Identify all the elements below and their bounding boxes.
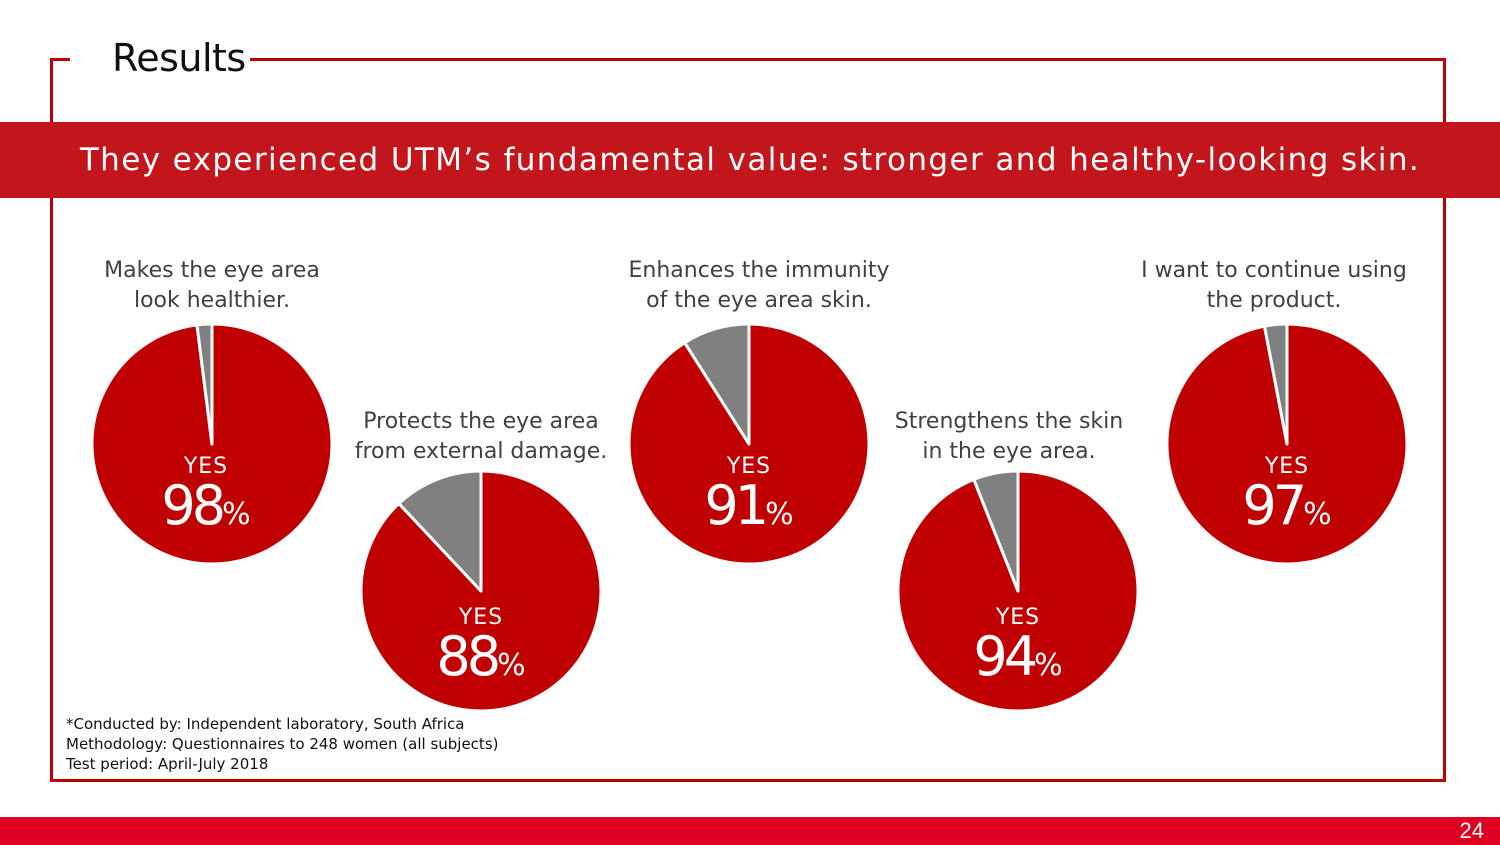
pie-4-no-slice xyxy=(972,469,1020,593)
headline-banner: They experienced UTM’s fundamental value… xyxy=(0,122,1500,198)
pie-1-value-unit: % xyxy=(222,497,251,532)
pie-label-1-line-2: look healthier. xyxy=(133,288,291,313)
pie-label-3: Enhances the immunity of the eye area sk… xyxy=(609,256,909,316)
pie-4-yes-label: YES xyxy=(995,605,1041,630)
pie-2-value-unit: % xyxy=(497,648,526,683)
pie-3-value: 91% xyxy=(649,474,849,537)
note-test-period: Test period: April-July 2018 xyxy=(66,755,269,773)
pie-1-no-slice xyxy=(195,322,214,446)
pie-2-value-number: 88 xyxy=(436,625,501,688)
pie-3-value-number: 91 xyxy=(704,474,769,537)
pie-label-5-line-2: the product. xyxy=(1206,288,1342,313)
pie-label-3-line-2: of the eye area skin. xyxy=(646,288,872,313)
pie-1-yes-label: YES xyxy=(183,454,229,479)
methodology-notes: *Conducted by: Independent laboratory, S… xyxy=(66,714,498,774)
page-title: Results xyxy=(112,36,246,80)
pie-1-value-number: 98 xyxy=(161,474,226,537)
pie-5-value-number: 97 xyxy=(1242,474,1307,537)
pie-2-yes-label: YES xyxy=(458,605,504,630)
pie-label-4: Strengthens the skin in the eye area. xyxy=(859,407,1159,467)
headline-text: They experienced UTM’s fundamental value… xyxy=(79,142,1421,178)
pie-label-5: I want to continue using the product. xyxy=(1124,256,1424,316)
results-frame xyxy=(50,58,1446,782)
pie-3-no-slice xyxy=(683,322,751,446)
pie-2-no-slice xyxy=(397,469,483,593)
pie-label-1-line-1: Makes the eye area xyxy=(104,258,320,283)
pie-label-2: Protects the eye area from external dama… xyxy=(331,407,631,467)
pie-4-yes-slice xyxy=(896,469,1140,713)
pie-2-value: 88% xyxy=(381,625,581,688)
pie-label-1: Makes the eye area look healthier. xyxy=(62,256,362,316)
footer-bar: 24 xyxy=(0,817,1500,845)
pie-2-yes-slice xyxy=(359,469,603,713)
pie-label-4-line-1: Strengthens the skin xyxy=(894,409,1124,434)
pie-1-value: 98% xyxy=(106,474,306,537)
pie-5-yes-label: YES xyxy=(1264,454,1310,479)
note-methodology: Methodology: Questionnaires to 248 women… xyxy=(66,735,499,753)
note-conducted-by: *Conducted by: Independent laboratory, S… xyxy=(66,715,465,733)
pie-label-2-line-2: from external damage. xyxy=(354,439,608,464)
page-number: 24 xyxy=(1459,818,1484,843)
pie-3-value-unit: % xyxy=(765,497,794,532)
pie-label-4-line-2: in the eye area. xyxy=(922,439,1096,464)
pie-5-value-unit: % xyxy=(1303,497,1332,532)
title-mask xyxy=(70,35,250,85)
pie-3-yes-label: YES xyxy=(726,454,772,479)
pie-label-2-line-1: Protects the eye area xyxy=(363,409,599,434)
pie-label-3-line-1: Enhances the immunity xyxy=(628,258,890,283)
pie-4-value: 94% xyxy=(918,625,1118,688)
pie-label-5-line-1: I want to continue using xyxy=(1141,258,1407,283)
pie-4-value-number: 94 xyxy=(973,625,1038,688)
pie-5-no-slice xyxy=(1263,322,1289,446)
pie-5-value: 97% xyxy=(1187,474,1387,537)
pie-4-value-unit: % xyxy=(1034,648,1063,683)
